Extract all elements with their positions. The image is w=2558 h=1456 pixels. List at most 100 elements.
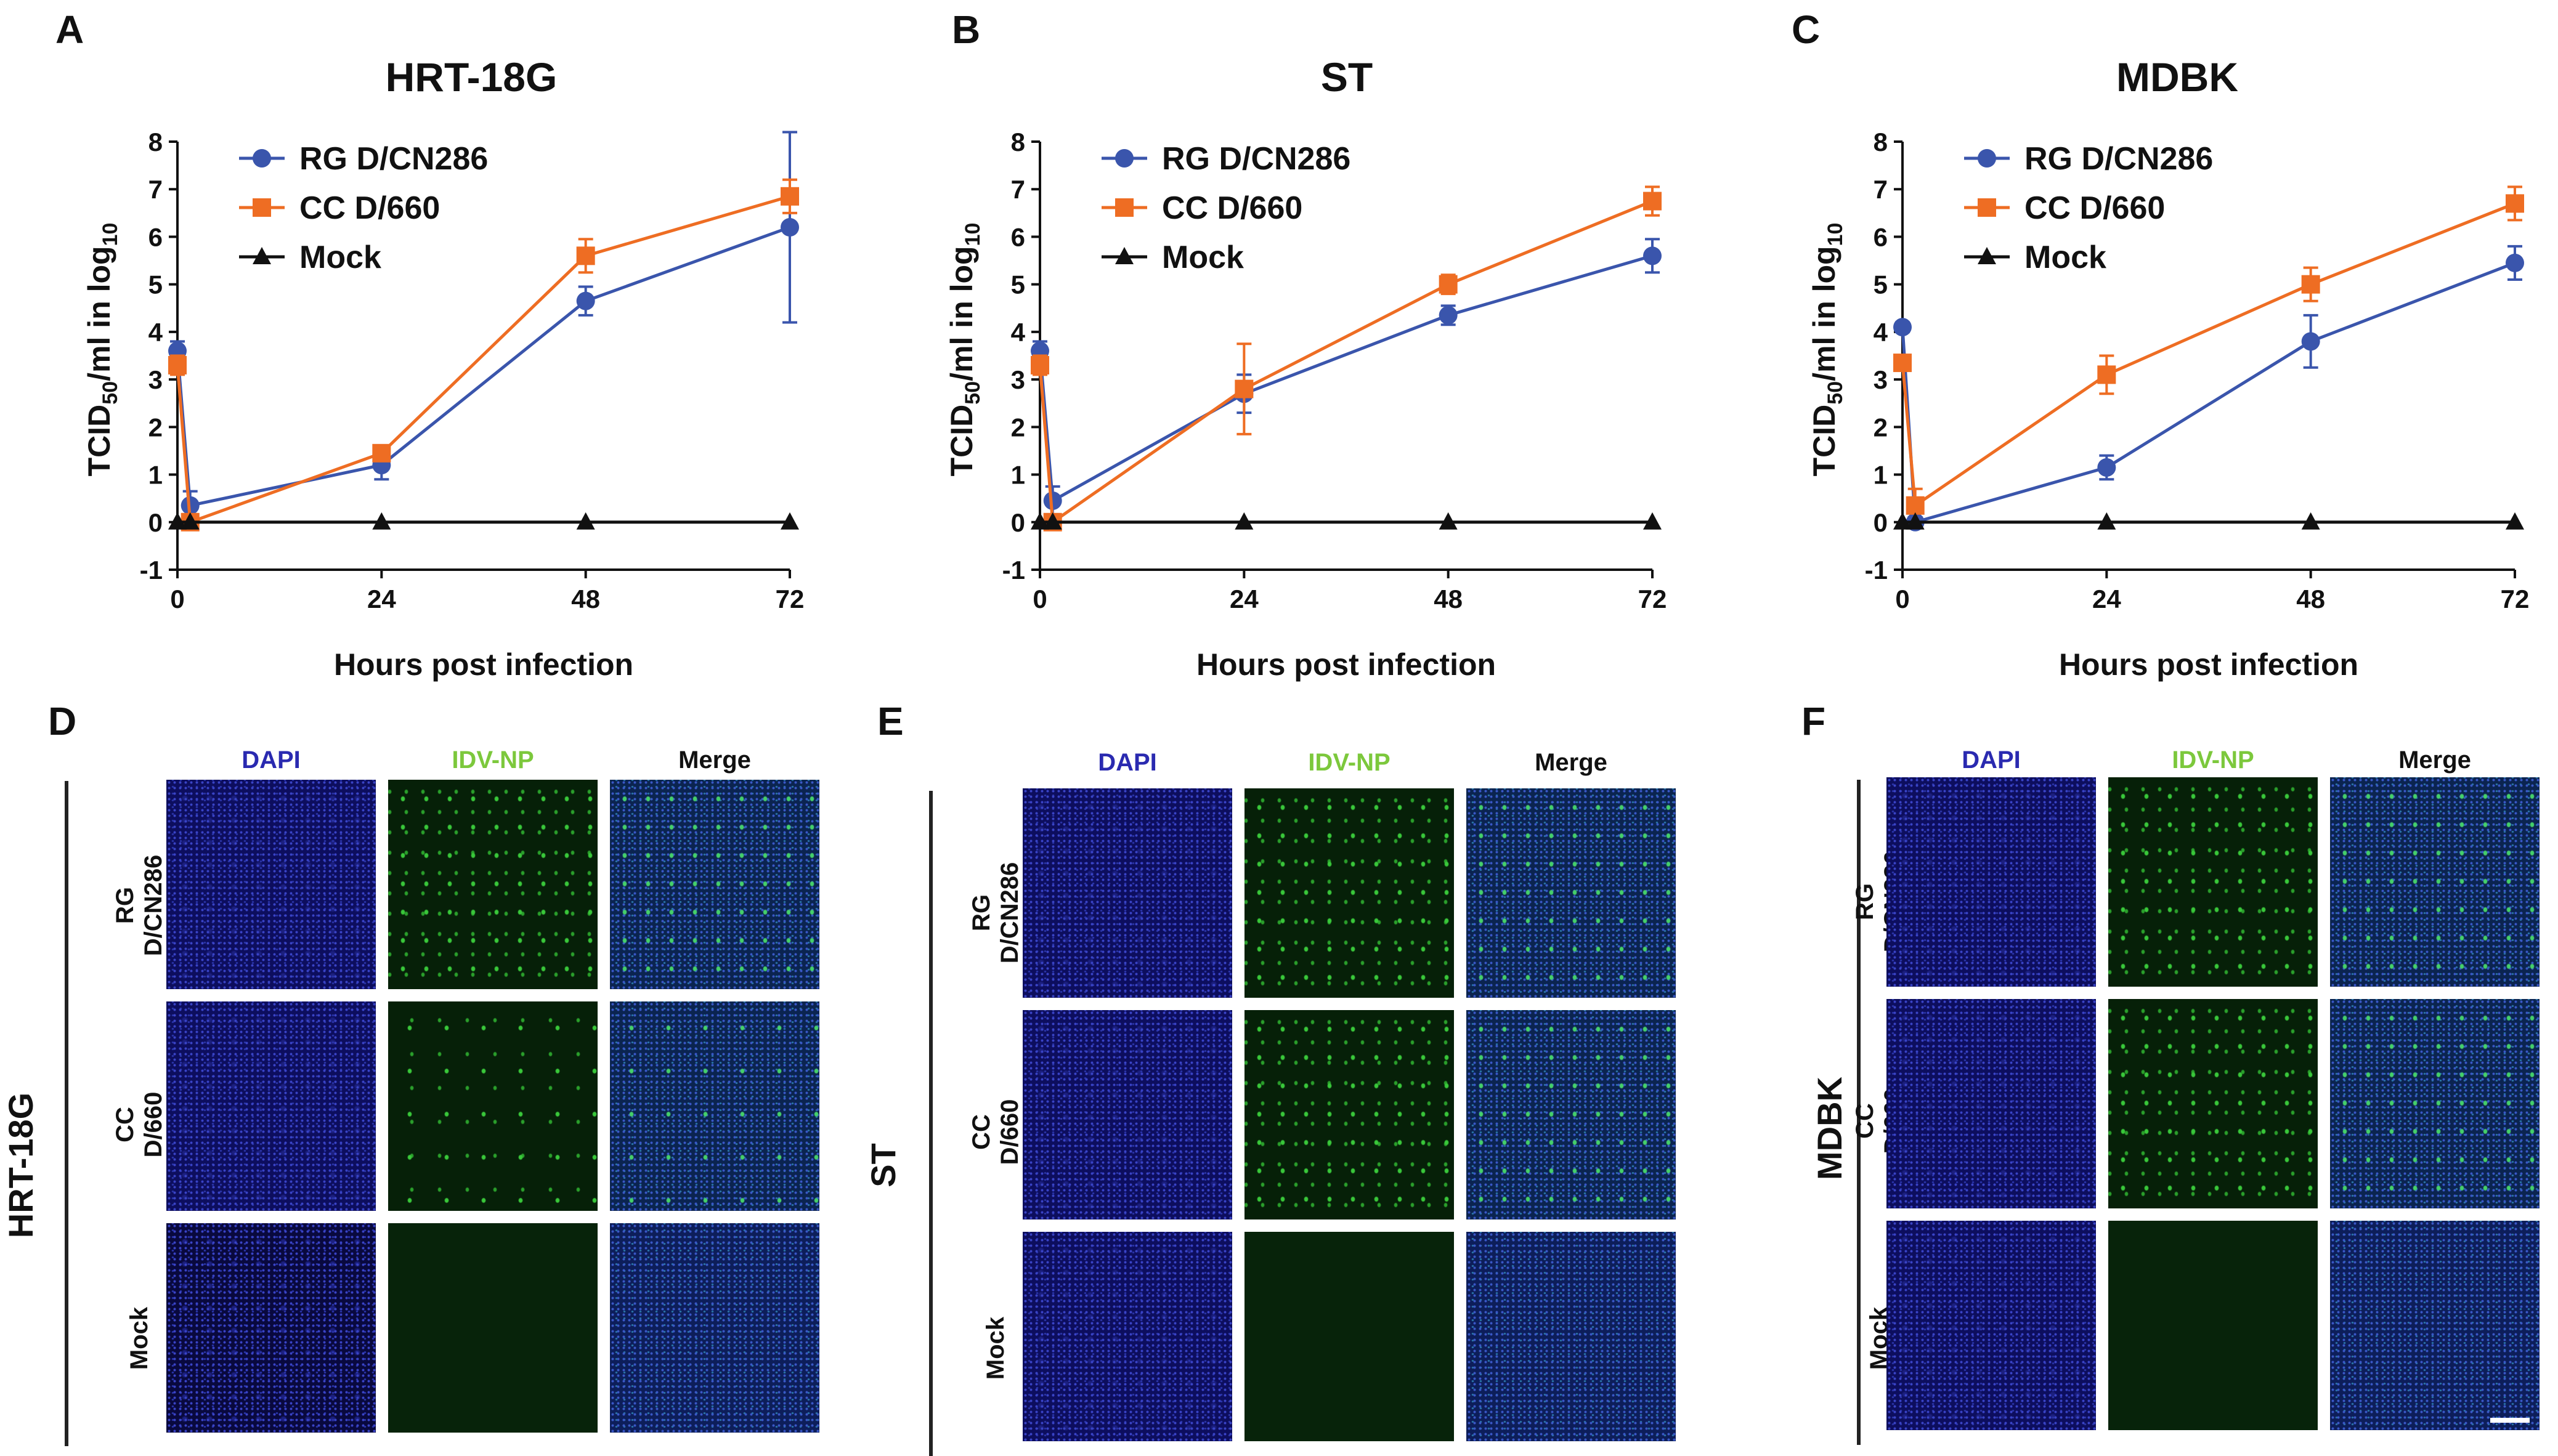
data-point bbox=[168, 355, 187, 374]
micrograph-dapi bbox=[166, 1223, 376, 1433]
x-tick-label: 24 bbox=[1230, 584, 1259, 613]
data-point bbox=[1043, 512, 1062, 530]
series-square bbox=[168, 178, 799, 532]
divider-line bbox=[65, 781, 68, 1446]
y-tick-label: -1 bbox=[1865, 556, 1888, 584]
x-tick-label: 72 bbox=[2501, 584, 2530, 613]
y-tick-label: 5 bbox=[1011, 270, 1025, 299]
micrograph-dapi bbox=[1023, 788, 1232, 998]
series-square bbox=[1031, 185, 1662, 532]
data-point bbox=[168, 512, 187, 530]
y-tick-label: 2 bbox=[148, 413, 163, 442]
micrograph-idv-np bbox=[388, 780, 598, 989]
y-tick-label: 6 bbox=[1011, 222, 1025, 251]
data-point bbox=[2097, 512, 2116, 530]
data-point bbox=[372, 443, 391, 463]
row-label: Mock bbox=[982, 1316, 1009, 1380]
chart-title: MDBK bbox=[2116, 54, 2238, 100]
data-point bbox=[372, 512, 391, 530]
y-tick-label: 1 bbox=[1874, 461, 1888, 490]
image-panel-e: E ST DAPI IDV-NP Merge RG D/CN286 CC D/660… bbox=[863, 699, 1715, 1456]
data-point bbox=[1439, 275, 1458, 294]
data-point bbox=[1031, 355, 1049, 374]
legend-label: CC D/660 bbox=[2024, 190, 2165, 226]
x-tick-label: 24 bbox=[367, 584, 396, 613]
divider-line bbox=[929, 791, 933, 1456]
channel-label-idv-np: IDV-NP bbox=[452, 746, 534, 774]
micrograph-dapi bbox=[1886, 777, 2096, 987]
x-tick-label: 48 bbox=[2296, 584, 2325, 613]
y-tick-label: 8 bbox=[1011, 127, 1025, 156]
channel-label-dapi: DAPI bbox=[242, 746, 301, 774]
series-triangle bbox=[168, 512, 799, 530]
legend-marker bbox=[253, 198, 271, 217]
data-point bbox=[1643, 192, 1662, 211]
panel-letter: C bbox=[1792, 7, 1820, 52]
legend-label: RG D/CN286 bbox=[2024, 141, 2213, 177]
x-tick-label: 72 bbox=[1638, 584, 1667, 613]
channel-label-dapi: DAPI bbox=[1098, 749, 1157, 776]
series-triangle bbox=[1031, 512, 1662, 530]
scale-bar bbox=[2490, 1418, 2530, 1423]
y-tick-label: 6 bbox=[1874, 222, 1888, 251]
legend-label: CC D/660 bbox=[1162, 190, 1302, 226]
panel-letter-f: F bbox=[1801, 699, 1826, 743]
data-point bbox=[781, 218, 799, 237]
legend-label: Mock bbox=[299, 240, 381, 275]
series-line bbox=[1901, 202, 2515, 509]
micrograph-idv-np bbox=[388, 1001, 598, 1211]
cell-line-label: HRT-18G bbox=[1, 1092, 40, 1239]
micrograph-merge bbox=[610, 1001, 819, 1211]
image-panel-f: F MDBK DAPI IDV-NP Merge RGD/CN286 CCD/6… bbox=[1725, 699, 2558, 1456]
data-point bbox=[1043, 491, 1062, 511]
legend-marker bbox=[1978, 149, 1996, 168]
y-axis-label: TCID50/ml in log10 bbox=[944, 223, 985, 477]
panel-letter: B bbox=[952, 7, 980, 52]
y-tick-label: 1 bbox=[148, 461, 163, 490]
series-circle bbox=[168, 131, 799, 521]
row-label: Mock bbox=[126, 1306, 153, 1370]
x-tick-label: 24 bbox=[2092, 584, 2121, 613]
channel-label-idv-np: IDV-NP bbox=[2172, 746, 2254, 774]
y-tick-label: 0 bbox=[1874, 508, 1888, 537]
data-point bbox=[1643, 246, 1662, 265]
y-tick-label: 0 bbox=[148, 508, 163, 537]
data-point bbox=[181, 512, 200, 530]
y-axis-label: TCID50/ml in log10 bbox=[82, 223, 122, 477]
micrograph-idv-np bbox=[1244, 1232, 1454, 1441]
chart-panel-a: A HRT-18G -1 0 1 2 3 4 5 6 7 8 0 24 48 72 Hours post inf… bbox=[0, 0, 853, 702]
y-tick-label: 1 bbox=[1011, 461, 1025, 490]
data-point bbox=[1893, 512, 1912, 530]
y-tick-label: 4 bbox=[148, 318, 163, 347]
legend-label: RG D/CN286 bbox=[299, 141, 488, 177]
micrograph-idv-np bbox=[1244, 1010, 1454, 1219]
micrograph-idv-np bbox=[2108, 999, 2318, 1208]
micrograph-merge bbox=[2330, 777, 2540, 987]
legend-marker bbox=[1978, 247, 1996, 264]
y-tick-label: -1 bbox=[1002, 556, 1025, 584]
micrograph-merge bbox=[2330, 999, 2540, 1208]
micrograph-dapi bbox=[1886, 999, 2096, 1208]
y-tick-label: 2 bbox=[1874, 413, 1888, 442]
micrograph-merge bbox=[610, 780, 819, 989]
micrograph-idv-np bbox=[2108, 1221, 2318, 1430]
data-point bbox=[2301, 512, 2320, 530]
legend-label: Mock bbox=[2024, 240, 2106, 275]
micrograph-merge bbox=[1466, 788, 1676, 998]
legend-marker bbox=[1115, 198, 1134, 217]
series-line bbox=[176, 195, 790, 525]
data-point bbox=[781, 512, 799, 530]
y-tick-label: 3 bbox=[1874, 365, 1888, 394]
data-point bbox=[1235, 379, 1254, 398]
series-line bbox=[1038, 254, 1653, 504]
data-point bbox=[576, 291, 595, 310]
y-tick-label: 3 bbox=[148, 365, 163, 394]
legend-label: CC D/660 bbox=[299, 190, 440, 226]
data-point bbox=[576, 512, 595, 530]
series-line bbox=[176, 225, 790, 508]
channel-label-merge: Merge bbox=[678, 746, 751, 774]
data-point bbox=[576, 246, 595, 265]
channel-label-idv-np: IDV-NP bbox=[1308, 749, 1391, 776]
series-circle bbox=[1031, 238, 1662, 517]
